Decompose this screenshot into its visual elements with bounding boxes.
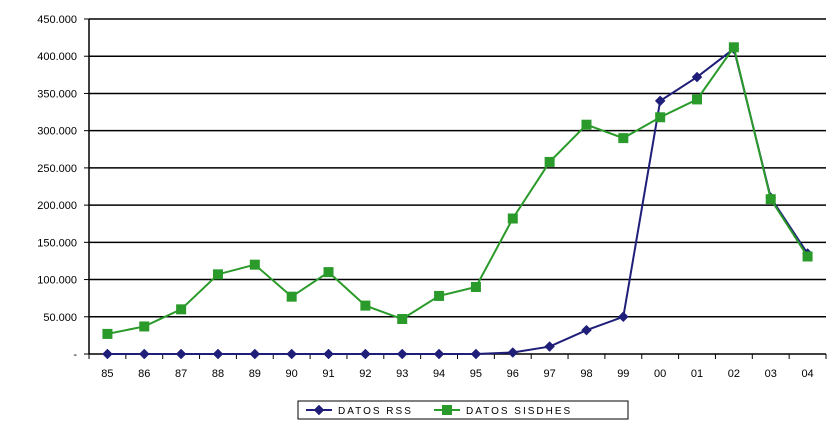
y-tick-label: 200.000 <box>37 200 77 212</box>
x-tick-labels: 85 86 87 88 89 90 91 92 93 94 95 96 97 98 99 00 01 02 03 04 <box>101 368 813 380</box>
data-point <box>544 156 555 167</box>
data-point <box>323 267 334 278</box>
y-tick-label: 150.000 <box>37 237 77 249</box>
x-tick-label: 01 <box>691 368 703 380</box>
series-lines <box>102 42 813 360</box>
y-tick-label: - <box>73 349 77 361</box>
x-tick-label: 88 <box>212 368 224 380</box>
x-tick-label: 00 <box>654 368 666 380</box>
data-point <box>286 291 297 302</box>
data-point <box>138 348 150 360</box>
data-point <box>802 251 813 262</box>
y-tick-label: 350.000 <box>37 88 77 100</box>
legend-marker <box>442 405 452 415</box>
data-point <box>692 94 703 105</box>
data-point <box>433 348 445 360</box>
data-point <box>691 71 703 83</box>
x-tick-label: 91 <box>322 368 334 380</box>
legend-item: DATOS RSS <box>306 404 413 417</box>
legend-item: DATOS SISDHES <box>434 405 572 417</box>
series-1 <box>102 43 813 360</box>
legend-box <box>297 400 629 420</box>
x-tick-label: 97 <box>544 368 556 380</box>
y-tick-label: 100.000 <box>37 275 77 287</box>
data-point <box>176 304 187 315</box>
x-tick-label: 02 <box>728 368 740 380</box>
data-point <box>507 347 519 358</box>
data-point <box>212 269 223 280</box>
x-tick-label: 93 <box>396 368 408 380</box>
x-tick-label: 90 <box>286 368 298 380</box>
x-tick-label: 86 <box>138 368 150 380</box>
x-tick-label: 87 <box>175 368 187 380</box>
data-point <box>212 348 224 360</box>
y-tick-label: 300.000 <box>37 126 77 138</box>
x-tick-label: 92 <box>359 368 371 380</box>
data-point <box>249 259 260 270</box>
legend-label: DATOS RSS <box>338 406 413 417</box>
data-point <box>139 321 150 332</box>
series-2 <box>102 42 813 339</box>
data-point <box>360 348 371 360</box>
y-tick-label: 250.000 <box>37 163 77 175</box>
x-tick-label: 96 <box>507 368 519 380</box>
data-point <box>581 119 592 130</box>
data-point <box>470 348 482 360</box>
data-point <box>286 348 298 360</box>
data-point <box>249 348 261 360</box>
x-tick-label: 03 <box>765 368 777 380</box>
x-tick-label: 95 <box>470 368 482 380</box>
data-point <box>470 282 481 292</box>
data-point <box>397 314 408 325</box>
data-point <box>618 133 629 144</box>
axes <box>84 18 827 359</box>
data-point <box>434 290 445 301</box>
data-point <box>396 348 408 360</box>
data-point <box>654 95 666 107</box>
data-point <box>323 348 334 360</box>
data-point <box>175 348 187 360</box>
series-line <box>107 44 809 335</box>
x-tick-label: 99 <box>617 368 629 380</box>
data-point <box>102 328 113 339</box>
y-tick-labels: - 50.000 100.000 150.000 200.000 250.000 300.0… <box>37 14 77 361</box>
data-point <box>617 311 629 323</box>
x-tick-label: 94 <box>433 368 445 380</box>
y-tick-label: 400.000 <box>37 51 77 63</box>
x-tick-label: 98 <box>580 368 592 380</box>
data-point <box>102 348 113 360</box>
data-point <box>360 300 371 311</box>
x-tick-label: 89 <box>249 368 261 380</box>
data-point <box>507 213 518 224</box>
x-tick-label: 04 <box>801 368 813 380</box>
data-point <box>655 112 666 123</box>
y-tick-label: 50.000 <box>43 312 77 324</box>
x-tick-label: 85 <box>101 368 113 380</box>
data-point <box>728 42 739 53</box>
data-point <box>765 194 776 205</box>
data-point <box>544 341 555 352</box>
legend: DATOS RSS DATOS SISDHES <box>297 400 629 420</box>
series-line <box>107 47 809 355</box>
y-tick-label: 450.000 <box>37 14 77 26</box>
data-point <box>581 324 592 336</box>
legend-label: DATOS SISDHES <box>466 406 572 417</box>
legend-marker <box>313 404 325 416</box>
